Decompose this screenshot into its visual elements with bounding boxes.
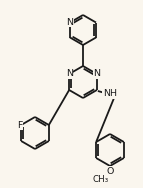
Text: CH₃: CH₃ [93,176,109,184]
Text: O: O [106,167,114,176]
Text: N: N [66,70,73,79]
Text: F: F [17,121,23,130]
Text: NH: NH [103,89,117,99]
Text: N: N [93,70,100,79]
Text: N: N [66,18,74,27]
